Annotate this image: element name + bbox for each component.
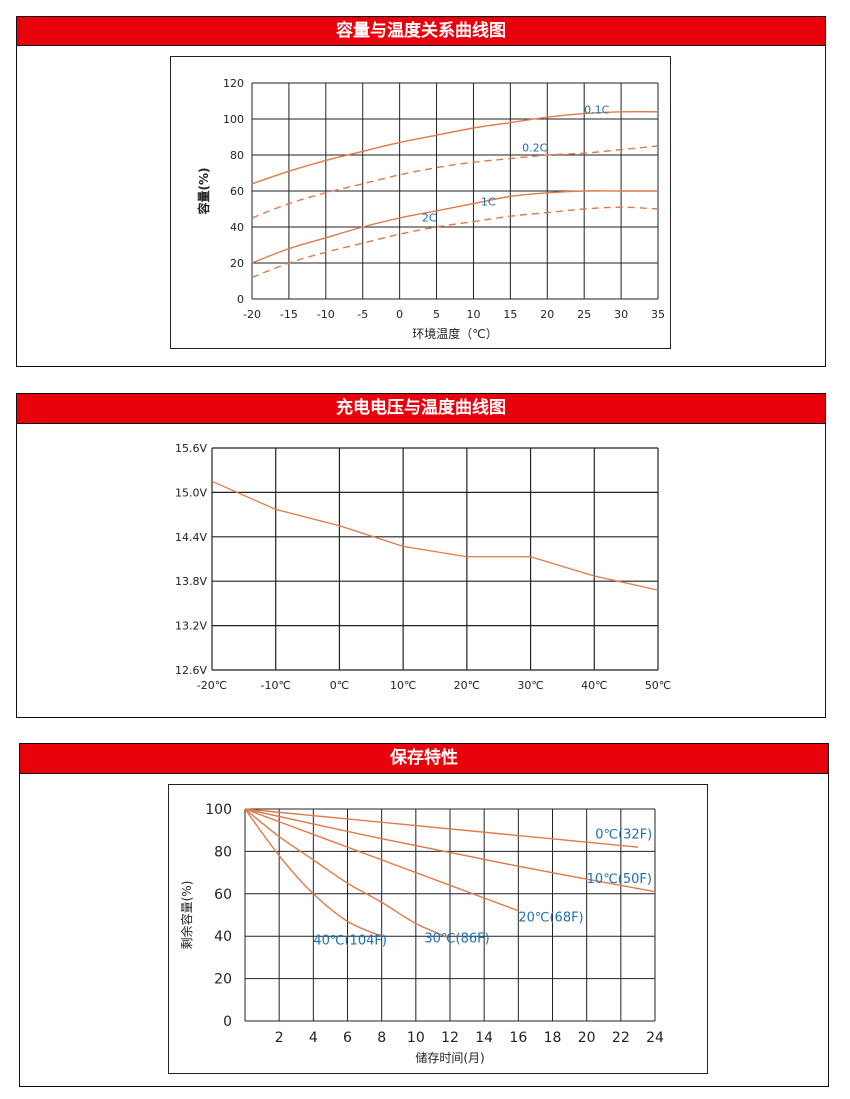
series-label-0p2C: 0.2C bbox=[522, 141, 547, 154]
series-label-0p1C: 0.1C bbox=[584, 104, 609, 117]
storage-panel: 保存特性 0 20 40 60 80 100 2 4 6 8 10 12 14 16 18 20 22 24 储存时… bbox=[19, 743, 829, 1087]
series-line-20-68F bbox=[244, 808, 519, 912]
y-tick-label-13p8V: 13.8V bbox=[175, 575, 207, 588]
series-label-0-32F: 0℃(32F) bbox=[595, 828, 652, 843]
y-tick-label-40: 40 bbox=[230, 221, 244, 234]
y-tick-label-60: 60 bbox=[214, 887, 232, 903]
y-tick-label-13p2V: 13.2V bbox=[175, 620, 207, 633]
x-tick-label-2: 2 bbox=[275, 1030, 284, 1046]
x-axis-label: 环境温度（℃） bbox=[412, 326, 497, 341]
y-tick-label-20: 20 bbox=[214, 972, 232, 988]
x-tick-label-15: 15 bbox=[503, 308, 517, 321]
x-tick-label-4: 4 bbox=[309, 1030, 318, 1046]
capacity-panel-title: 容量与温度关系曲线图 bbox=[17, 17, 825, 46]
x-tick-label-8: 8 bbox=[377, 1030, 386, 1046]
series-line-charge-voltage bbox=[211, 480, 659, 591]
y-axis-label: 剩余容量(%) bbox=[179, 881, 194, 950]
x-tick-label-22: 22 bbox=[612, 1030, 630, 1046]
x-tick-label-30: 30℃ bbox=[517, 679, 543, 692]
series-label-20-68F: 20℃(68F) bbox=[518, 910, 583, 925]
x-tick-label-20: 20 bbox=[540, 308, 554, 321]
capacity-chart: -20 -15 -10 -5 0 5 10 15 20 25 30 35 0 20 40 60 80 100 120… bbox=[196, 77, 665, 341]
y-axis-label: 容量(%) bbox=[196, 168, 211, 216]
series-line-0p1C bbox=[251, 110, 659, 185]
y-tick-label-0: 0 bbox=[223, 1014, 232, 1030]
series-line-30-86F bbox=[244, 808, 451, 939]
series-line-2C bbox=[251, 206, 659, 279]
y-tick-label-120: 120 bbox=[223, 77, 244, 90]
x-tick-label-35: 35 bbox=[651, 308, 665, 321]
y-tick-label-15p0V: 15.0V bbox=[175, 486, 207, 499]
series-line-10-50F bbox=[244, 808, 656, 893]
x-tick-label-10: 10 bbox=[466, 308, 480, 321]
x-tick-label-5: 5 bbox=[433, 308, 440, 321]
storage-chart-frame: 0 20 40 60 80 100 2 4 6 8 10 12 14 16 18 20 22 24 储存时间(月) 剩… bbox=[168, 784, 708, 1074]
y-tick-label-0: 0 bbox=[237, 293, 244, 306]
x-tick-label-16: 16 bbox=[509, 1030, 527, 1046]
series-line-40-104F bbox=[244, 808, 382, 937]
x-tick-label-50: 50℃ bbox=[645, 679, 671, 692]
y-tick-label-14p4V: 14.4V bbox=[175, 531, 207, 544]
x-tick-label-0: 0 bbox=[396, 308, 403, 321]
y-tick-label-12p6V: 12.6V bbox=[175, 664, 207, 677]
x-tick-label-15: -15 bbox=[280, 308, 298, 321]
series-label-1C: 1C bbox=[481, 195, 496, 208]
x-tick-label-18: 18 bbox=[544, 1030, 562, 1046]
x-tick-label-20: -20 bbox=[243, 308, 261, 321]
y-tick-label-60: 60 bbox=[230, 185, 244, 198]
storage-panel-title: 保存特性 bbox=[20, 744, 828, 774]
x-tick-label-14: 14 bbox=[475, 1030, 493, 1046]
y-tick-label-100: 100 bbox=[223, 113, 244, 126]
y-tick-label-40: 40 bbox=[214, 929, 232, 945]
x-tick-label-5: -5 bbox=[357, 308, 368, 321]
series-label-30-86F: 30℃(86F) bbox=[424, 932, 489, 947]
y-tick-label-15p6V: 15.6V bbox=[175, 442, 207, 455]
x-tick-label-20: 20℃ bbox=[454, 679, 480, 692]
capacity-chart-frame: -20 -15 -10 -5 0 5 10 15 20 25 30 35 0 20 40 60 80 100 120… bbox=[170, 56, 671, 349]
series-label-10-50F: 10℃(50F) bbox=[587, 872, 652, 887]
series-line-1C bbox=[251, 190, 658, 264]
x-tick-label-40: 40℃ bbox=[581, 679, 607, 692]
series-label-40-104F: 40℃(104F) bbox=[313, 934, 387, 949]
y-tick-label-20: 20 bbox=[230, 257, 244, 270]
y-tick-label-100: 100 bbox=[205, 802, 232, 818]
voltage-panel-title: 充电电压与温度曲线图 bbox=[17, 394, 825, 424]
x-tick-label-20: 20 bbox=[578, 1030, 596, 1046]
x-tick-label-0: 0℃ bbox=[330, 679, 349, 692]
x-tick-label-6: 6 bbox=[343, 1030, 352, 1046]
x-tick-label-10: -10℃ bbox=[261, 679, 291, 692]
x-tick-label-12: 12 bbox=[441, 1030, 459, 1046]
x-tick-label-10: 10 bbox=[407, 1030, 425, 1046]
y-tick-label-80: 80 bbox=[230, 149, 244, 162]
x-tick-label-30: 30 bbox=[614, 308, 628, 321]
series-label-2C: 2C bbox=[422, 212, 437, 225]
x-tick-label-10: -10 bbox=[317, 308, 335, 321]
x-tick-label-20: -20℃ bbox=[197, 679, 227, 692]
x-tick-label-10: 10℃ bbox=[390, 679, 416, 692]
series-line-0p2C bbox=[251, 145, 659, 219]
x-tick-label-24: 24 bbox=[646, 1030, 664, 1046]
x-tick-label-25: 25 bbox=[577, 308, 591, 321]
capacity-panel: 容量与温度关系曲线图 -20 -15 -10 -5 0 5 10 15 20 25 30 35 0 20 4… bbox=[16, 16, 826, 367]
voltage-panel: 充电电压与温度曲线图 12.6V 13.2V 13.8V 14.4V 15.0V 15.6… bbox=[16, 393, 826, 718]
voltage-chart: 12.6V 13.2V 13.8V 14.4V 15.0V 15.6V -20℃ -10℃ 0℃… bbox=[175, 442, 671, 692]
x-axis-label: 储存时间(月) bbox=[415, 1050, 484, 1065]
series-line-0-32F bbox=[244, 808, 638, 848]
y-tick-label-80: 80 bbox=[214, 844, 232, 860]
